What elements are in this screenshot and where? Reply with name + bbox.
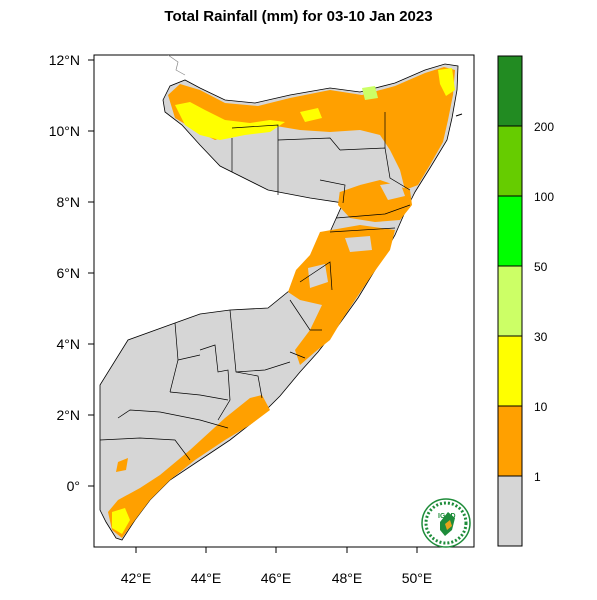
colorbar-swatch [498, 56, 522, 126]
lat-label: 4°N [57, 336, 81, 352]
lon-label: 50°E [402, 570, 433, 586]
colorbar-label: 100 [534, 190, 554, 204]
colorbar-label: 10 [534, 400, 548, 414]
lat-label: 6°N [57, 265, 81, 281]
colorbar-swatch [498, 196, 522, 266]
colorbar-label: 50 [534, 260, 548, 274]
lat-label: 12°N [49, 52, 80, 68]
colorbar-label: 1 [534, 470, 541, 484]
lon-label: 48°E [332, 570, 363, 586]
colorbar-swatch [498, 476, 522, 546]
colorbar-swatch [498, 126, 522, 196]
colorbar-swatch [498, 336, 522, 406]
rainfall-10-30mm [112, 68, 455, 534]
igad-logo: IGAD [421, 498, 471, 548]
colorbar-swatch [498, 406, 522, 476]
lat-label: 8°N [57, 194, 81, 210]
lon-label: 42°E [121, 570, 152, 586]
lon-label: 46°E [261, 570, 292, 586]
lat-label: 0° [67, 478, 80, 494]
colorbar: 1 10 30 50 100 200 [497, 55, 554, 547]
lat-label: 2°N [57, 407, 81, 423]
lat-label: 10°N [49, 123, 80, 139]
border-fragment [167, 55, 186, 76]
rainfall-30-50mm [362, 86, 378, 100]
map-title: Total Rainfall (mm) for 03-10 Jan 2023 [164, 8, 433, 25]
dry-patches [228, 134, 405, 288]
colorbar-swatch [498, 266, 522, 336]
admin-boundaries [99, 112, 411, 461]
lon-label: 44°E [191, 570, 222, 586]
lon-ticks [135, 547, 418, 553]
lat-ticks [88, 59, 94, 487]
logo-text: IGAD [438, 513, 456, 520]
cape-tip [455, 113, 463, 117]
colorbar-label: 200 [534, 120, 554, 134]
colorbar-label: 30 [534, 330, 548, 344]
